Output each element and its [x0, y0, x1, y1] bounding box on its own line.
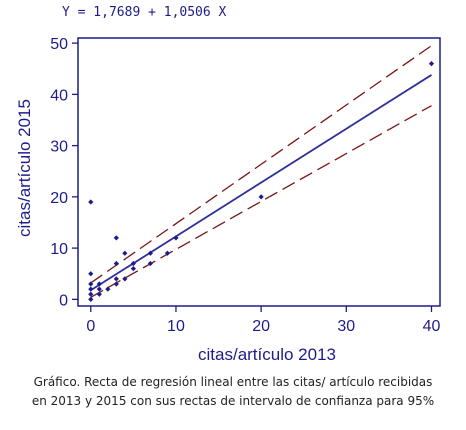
data-point: [164, 250, 171, 256]
x-tick-label: 10: [167, 318, 185, 335]
y-tick-label: 20: [50, 190, 68, 207]
data-point: [113, 281, 119, 287]
y-tick-label: 40: [50, 87, 68, 104]
y-tick-label: 50: [50, 36, 68, 53]
regression-line: [90, 74, 432, 292]
y-tick-label: 30: [50, 139, 68, 156]
data-point: [96, 286, 102, 292]
data-point: [258, 194, 264, 200]
x-axis-ticks: 0 10 20 30 40: [86, 306, 440, 335]
data-point: [130, 265, 136, 272]
y-axis-title: citas/artículo 2015: [15, 99, 34, 237]
data-point: [428, 61, 435, 67]
regression-equation: Y = 1,7689 + 1,0506 X: [62, 5, 227, 20]
data-point: [147, 260, 153, 267]
y-axis-ticks: 0 10 20 30 40 50: [50, 36, 78, 309]
figure-caption: Gráfico. Recta de regresión lineal entre…: [0, 373, 466, 411]
x-tick-label: 20: [252, 318, 270, 335]
data-point: [113, 260, 119, 267]
confidence-band-upper: [90, 45, 432, 284]
data-point: [88, 271, 94, 277]
x-tick-label: 40: [423, 318, 441, 335]
data-point: [122, 250, 128, 256]
regression-chart: Y = 1,7689 + 1,0506 X 0 10 20 30 40 0 10 20 30 4…: [15, 5, 441, 364]
data-point: [113, 235, 119, 241]
data-point: [88, 291, 94, 297]
confidence-bands: [90, 45, 432, 298]
x-axis-title: citas/artículo 2013: [198, 345, 336, 364]
x-tick-label: 30: [337, 318, 355, 335]
data-point: [88, 199, 94, 205]
data-point: [105, 286, 111, 292]
confidence-band-lower: [90, 105, 432, 298]
data-point: [122, 276, 128, 282]
data-point: [88, 286, 94, 292]
data-point: [96, 281, 102, 287]
data-point: [113, 276, 119, 282]
caption-line-1: Gráfico. Recta de regresión lineal entre…: [33, 375, 433, 389]
data-point: [88, 281, 94, 287]
data-point: [147, 250, 153, 256]
caption-line-2: en 2013 y 2015 con sus rectas de interva…: [31, 394, 435, 408]
plot-frame: [77, 37, 441, 307]
data-point: [173, 235, 179, 241]
y-tick-label: 0: [59, 292, 68, 309]
data-points: [88, 61, 435, 302]
y-tick-label: 10: [50, 241, 68, 258]
data-point: [130, 260, 136, 267]
regression-line-group: [90, 74, 432, 292]
data-point: [96, 291, 102, 297]
x-tick-label: 0: [86, 318, 95, 335]
data-point: [88, 296, 94, 302]
